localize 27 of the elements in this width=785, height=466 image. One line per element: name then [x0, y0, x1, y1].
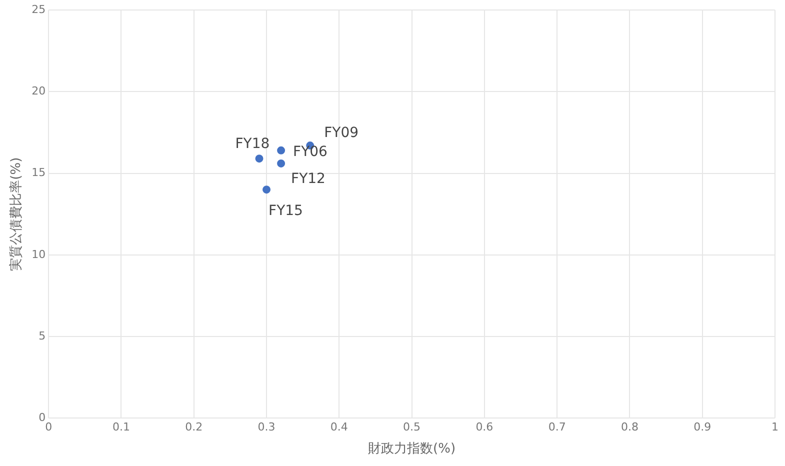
point — [277, 146, 286, 154]
annotation: FY12 — [291, 171, 326, 188]
point — [262, 186, 271, 194]
y-tick-label: 25 — [32, 2, 46, 16]
x-tick-label: 0.9 — [694, 420, 712, 434]
y-axis-title: 実質公債費比率(%) — [8, 157, 24, 271]
annotation: FY18 — [235, 136, 270, 152]
x-tick-label: 0.5 — [403, 420, 421, 434]
x-axis-title: 財政力指数(%) — [368, 442, 456, 457]
x-tick-label: 0.2 — [185, 420, 203, 434]
y-tick-label: 0 — [38, 411, 46, 424]
x-tick-label: 0.1 — [112, 420, 130, 434]
y-tick-label: 20 — [32, 84, 46, 98]
x-tick-label: 1 — [772, 420, 778, 434]
x-tick-label: 0.8 — [620, 420, 638, 434]
x-tick-label: 0.7 — [548, 420, 566, 434]
annotation: FY09 — [324, 125, 359, 142]
annotation: FY06 — [293, 144, 328, 160]
point — [255, 154, 264, 163]
x-tick-label: 0.4 — [330, 420, 348, 434]
y-tick-label: 5 — [38, 329, 46, 342]
y-tick-label: 15 — [32, 166, 46, 180]
x-tick-label: 0.3 — [258, 420, 276, 434]
x-tick-label: 0.6 — [476, 420, 494, 434]
y-tick-label: 10 — [32, 248, 46, 261]
point — [277, 159, 286, 168]
annotation: FY15 — [268, 203, 303, 220]
